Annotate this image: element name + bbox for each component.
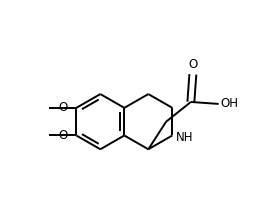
Text: O: O [58, 101, 67, 114]
Text: O: O [58, 129, 67, 142]
Text: NH: NH [176, 131, 194, 144]
Text: O: O [188, 58, 197, 71]
Text: OH: OH [220, 98, 239, 111]
